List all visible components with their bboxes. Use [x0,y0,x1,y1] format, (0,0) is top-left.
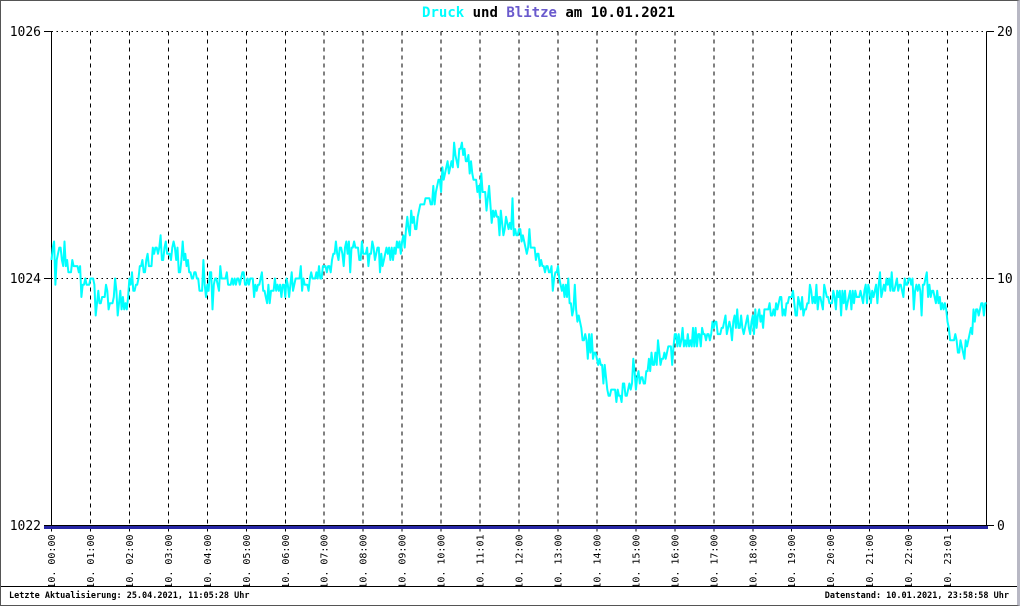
x-tick-label: 10. 10:00 [437,535,448,588]
x-tick-label: 10. 20:00 [826,535,837,588]
x-tick-label: 10. 16:00 [670,535,681,588]
x-tick-label: 10. 12:00 [515,535,526,588]
x-tick-label: 10. 14:00 [592,535,603,588]
x-tick-label: 10. 13:00 [553,535,564,588]
pressure-lightning-plot: 1026 1024 1022 20 10 0 10. 00:00 10. 01:00 10. 0… [10,25,1013,588]
x-tick-label: 10. 18:00 [748,535,759,588]
x-tick-label: 10. 04:00 [203,535,214,588]
x-tick-label: 10. 17:00 [709,535,720,588]
title-druck: Druck [422,5,465,21]
x-tick-label: 10. 06:00 [281,535,292,588]
title-blitze: Blitze [506,5,557,21]
title-date: am 10.01.2021 [556,5,675,21]
status-bar: Letzte Aktualisierung: 25.04.2021, 11:05… [1,586,1017,605]
pressure-series-line [50,141,987,403]
title-und: und [464,5,507,21]
x-tick-label: 10. 09:00 [398,535,409,588]
y-right-tick-label: 0 [997,519,1005,534]
x-tick-label: 10. 02:00 [125,535,136,588]
data-state-text: Datenstand: 10.01.2021, 23:58:58 Uhr [824,591,1009,601]
x-tick-label: 10. 15:00 [631,535,642,588]
y-left-tick-label: 1024 [10,272,41,287]
y-left-tick-label: 1026 [10,25,41,40]
x-tick-label: 10. 22:00 [904,535,915,588]
x-tick-label: 10. 11:01 [476,535,487,588]
x-tick-label: 10. 08:00 [359,535,370,588]
x-tick-label: 10. 00:00 [47,535,58,588]
last-update-text: Letzte Aktualisierung: 25.04.2021, 11:05… [9,591,250,601]
x-tick-label: 10. 05:00 [242,535,253,588]
x-tick-label: 10. 19:00 [787,535,798,588]
x-tick-label: 10. 03:00 [164,535,175,588]
x-tick-label: 10. 21:00 [865,535,876,588]
y-right-tick-label: 10 [997,272,1013,287]
x-tick-label: 10. 07:00 [320,535,331,588]
x-tick-label: 10. 01:00 [86,535,97,588]
y-right-tick-label: 20 [997,25,1013,40]
y-left-tick-label: 1022 [10,519,41,534]
x-tick-label: 10. 23:01 [943,535,954,588]
chart-title: Druck und Blitze am 10.01.2021 [51,5,986,25]
